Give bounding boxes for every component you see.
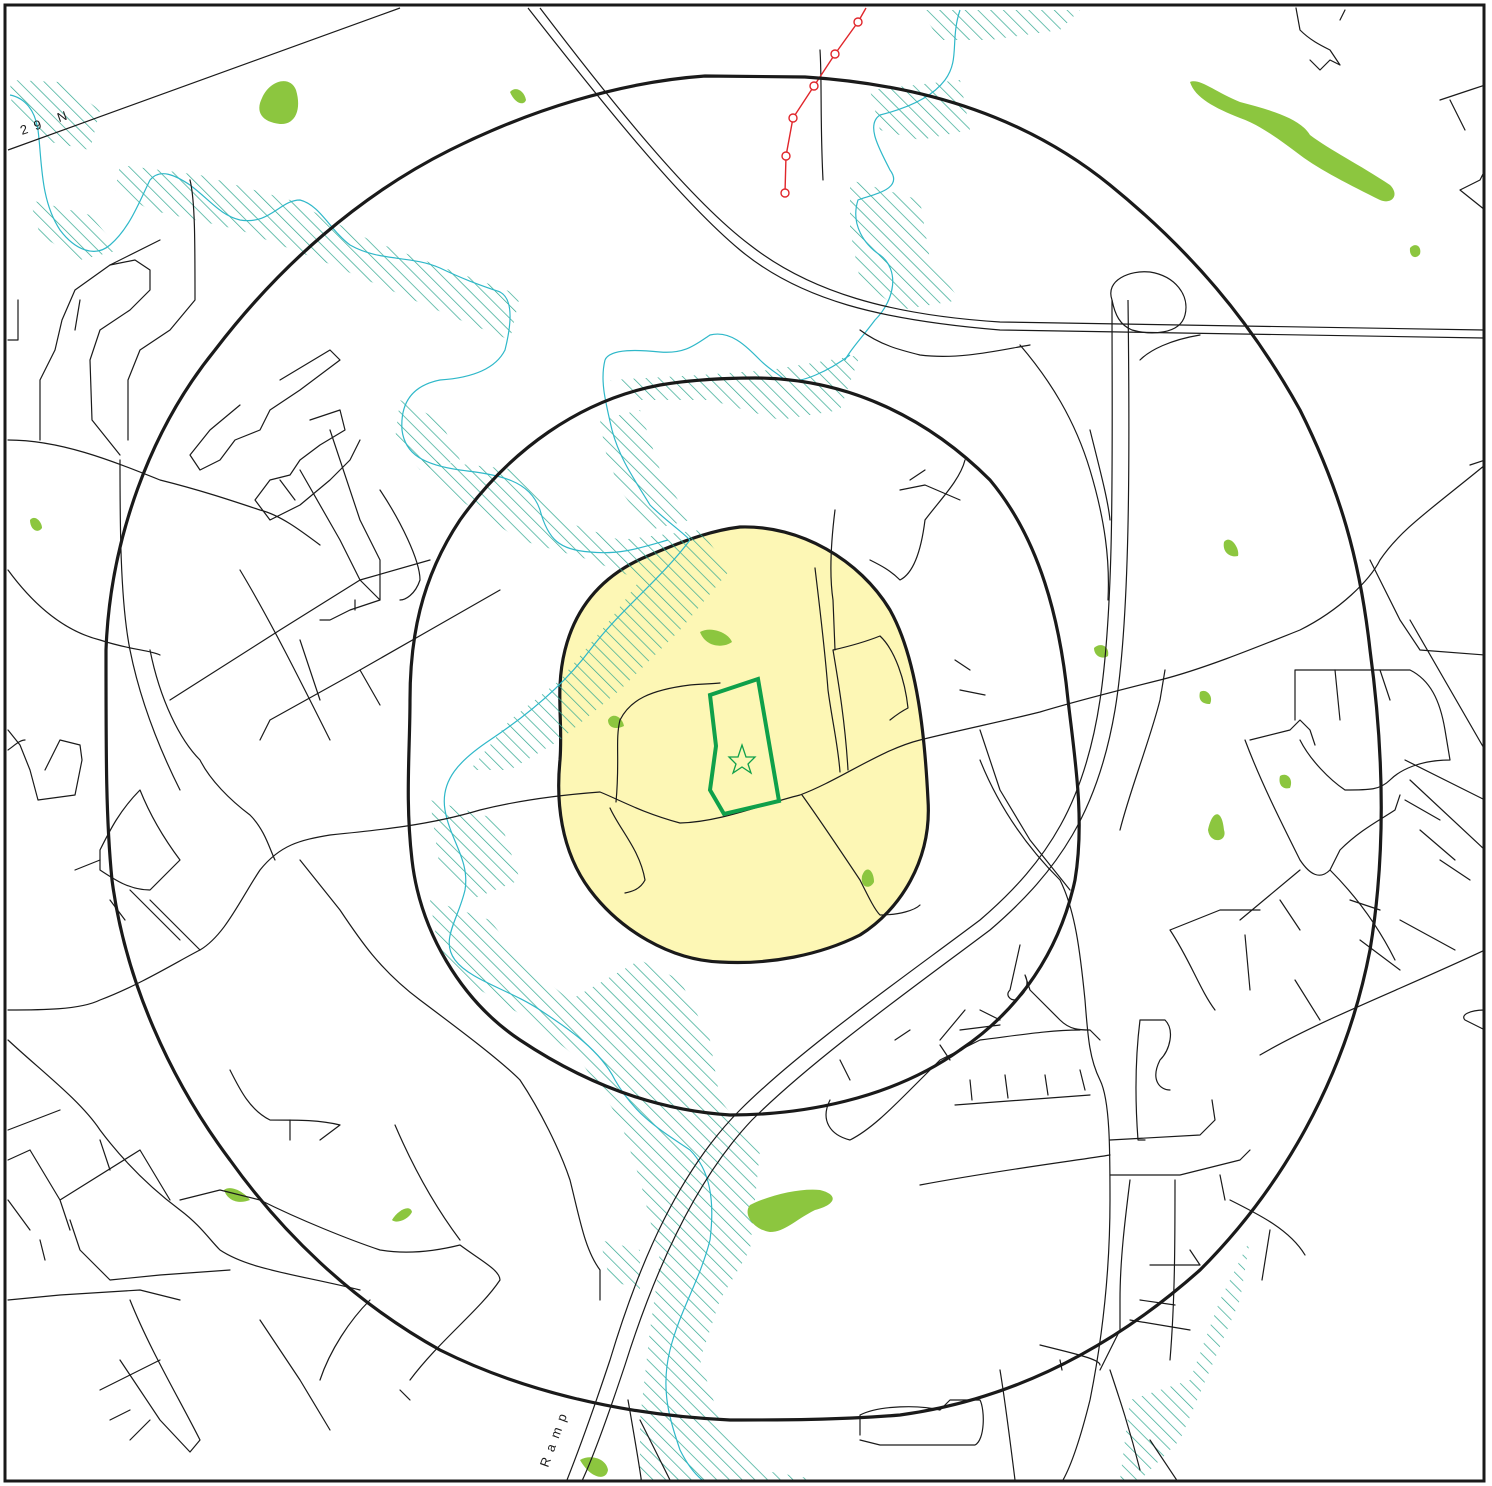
transmission-tower-icon <box>780 188 790 198</box>
transmission-line <box>780 7 867 198</box>
star-icon <box>727 742 757 775</box>
inner-buffer-ring <box>406 376 1081 1117</box>
transmission-tower-icon <box>830 49 840 59</box>
site-influence-zone <box>557 525 930 965</box>
streams <box>9 9 961 1480</box>
transmission-tower-icon <box>788 113 798 123</box>
transmission-tower-icon <box>781 151 791 161</box>
transmission-tower-icon <box>853 17 863 27</box>
outer-buffer-ring <box>104 74 1383 1422</box>
green-spaces <box>30 81 1421 1477</box>
wetland-areas <box>10 10 1250 1480</box>
local-roads <box>7 7 1484 1480</box>
site-parcel-outline <box>707 676 782 817</box>
map-frame-border <box>3 3 1486 1483</box>
transmission-tower-icon <box>809 81 819 91</box>
